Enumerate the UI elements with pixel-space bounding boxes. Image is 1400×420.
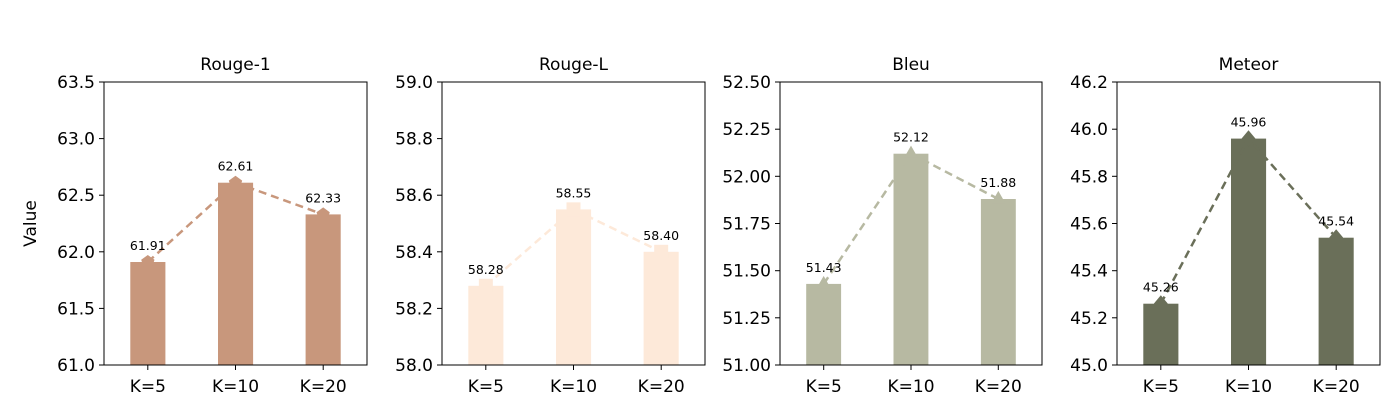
bar-k5: [1143, 303, 1179, 365]
bar-k10: [218, 182, 254, 365]
data-label: 52.12: [893, 130, 929, 145]
y-tick-label: 51.00: [722, 356, 771, 376]
chart-panel-2: 58.28 58.55 58.40 58.0 58.2 58.4 58.6 58.8 59.0 K…: [395, 55, 706, 397]
bar-k20: [1318, 237, 1354, 365]
x-tick-label: K=10: [887, 377, 934, 397]
y-tick-label: 52.50: [722, 73, 771, 93]
data-label: 45.26: [1143, 280, 1179, 295]
data-label: 62.33: [305, 190, 341, 205]
point-marker: [1153, 295, 1168, 313]
point-marker: [1329, 229, 1344, 247]
point-marker: [478, 278, 493, 293]
point-marker: [141, 255, 155, 268]
y-tick-label: 63.0: [57, 130, 95, 150]
y-tick-label: 45.4: [1070, 262, 1108, 282]
bar-k5: [130, 262, 166, 365]
x-tick-label: K=20: [1313, 377, 1360, 397]
y-tick-label: 46.0: [1070, 120, 1108, 140]
point-marker: [904, 145, 918, 158]
y-tick-label: 46.2: [1070, 73, 1108, 93]
y-tick-label: 58.2: [395, 299, 433, 319]
bar-k10: [1231, 138, 1267, 365]
chart-title: Bleu: [892, 55, 930, 75]
point-marker: [316, 207, 330, 221]
y-tick-label: 45.6: [1070, 215, 1108, 235]
data-label: 58.40: [643, 228, 679, 243]
x-tick-label: K=20: [638, 377, 685, 397]
bar-k10: [556, 209, 592, 365]
chart-title: Meteor: [1219, 55, 1279, 75]
y-tick-label: 51.75: [722, 215, 771, 235]
y-tick-label: 45.2: [1070, 309, 1108, 329]
y-tick-label: 45.0: [1070, 356, 1108, 376]
data-label: 51.43: [806, 260, 842, 275]
bar-k20: [643, 251, 679, 365]
y-tick-label: 63.5: [57, 73, 95, 93]
point-marker: [816, 275, 831, 289]
data-label: 62.61: [218, 159, 254, 174]
data-label: 61.91: [130, 238, 166, 253]
y-tick-label: 61.5: [57, 299, 95, 319]
chart-title: Rouge-L: [539, 55, 609, 75]
chart-panel-3: 51.43 52.12 51.88 51.00 51.25 51.50 51.75 52.00…: [722, 55, 1043, 397]
x-tick-label: K=10: [1225, 377, 1272, 397]
x-tick-label: K=10: [212, 377, 259, 397]
point-marker: [654, 244, 669, 259]
x-tick-label: K=5: [806, 377, 842, 397]
point-marker: [228, 175, 243, 189]
chart-panel-1: 61.91 62.61 62.33 61.0 61.5 62.0 62.5 63.0 63.5 K…: [21, 55, 368, 397]
data-label: 58.28: [468, 262, 504, 277]
y-tick-label: 51.50: [722, 262, 771, 282]
x-tick-label: K=5: [130, 377, 166, 397]
y-tick-label: 58.4: [395, 243, 433, 263]
point-marker: [566, 202, 581, 217]
x-tick-label: K=20: [300, 377, 347, 397]
data-label: 58.55: [556, 185, 592, 200]
y-tick-label: 45.8: [1070, 167, 1108, 187]
y-tick-label: 58.0: [395, 356, 433, 376]
bar-k5: [468, 285, 504, 365]
chart-panel-4: 45.26 45.96 45.54 45.0 45.2 45.4 45.6 45.8 46.0 4…: [1070, 55, 1381, 397]
y-axis-label: Value: [21, 200, 41, 247]
chart-title: Rouge-1: [200, 55, 270, 75]
bar-k10: [893, 153, 929, 365]
y-tick-label: 51.25: [722, 309, 771, 329]
y-tick-label: 52.00: [722, 167, 771, 187]
x-tick-label: K=5: [468, 377, 504, 397]
y-tick-label: 59.0: [395, 73, 433, 93]
y-tick-label: 58.8: [395, 130, 433, 150]
x-tick-label: K=5: [1143, 377, 1179, 397]
bar-k5: [806, 283, 842, 365]
y-tick-label: 52.25: [722, 120, 771, 140]
x-tick-label: K=20: [975, 377, 1022, 397]
point-marker: [991, 190, 1006, 204]
y-tick-label: 62.5: [57, 186, 95, 206]
data-label: 51.88: [980, 175, 1016, 190]
data-label: 45.54: [1318, 214, 1354, 229]
data-label: 45.96: [1231, 115, 1267, 130]
bar-k20: [305, 214, 341, 365]
y-tick-label: 61.0: [57, 356, 95, 376]
bar-k20: [980, 199, 1016, 365]
point-marker: [1241, 130, 1256, 147]
x-tick-label: K=10: [550, 377, 597, 397]
y-tick-label: 62.0: [57, 243, 95, 263]
y-tick-label: 58.6: [395, 186, 433, 206]
